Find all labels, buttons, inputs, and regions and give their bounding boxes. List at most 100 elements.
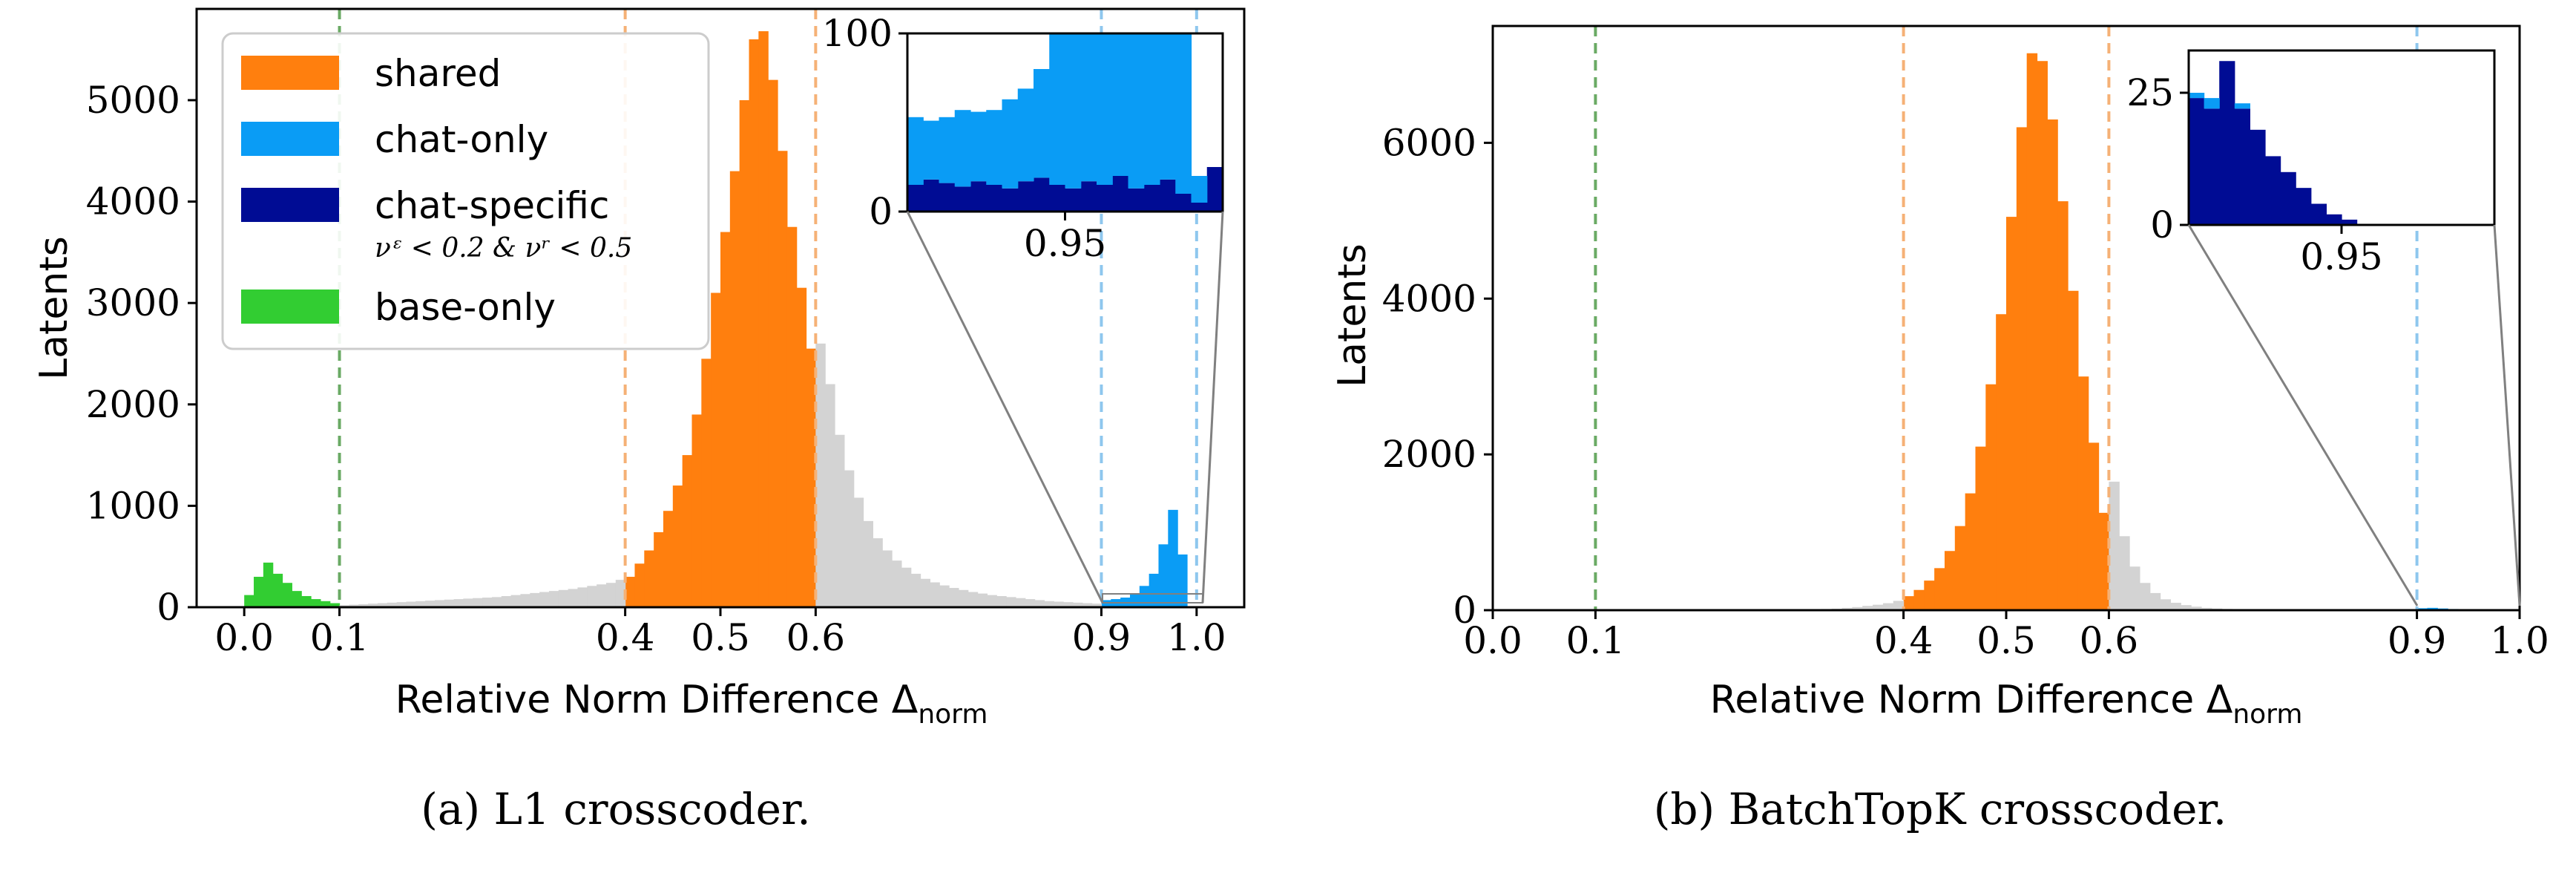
a-inset-bar-chat-specific [1160,179,1176,212]
panel-a-x-label-sub: norm [918,699,988,730]
b-x-tick-label: 0.4 [1874,619,1933,662]
b-bar-shared [1944,551,1956,610]
a-x-tick-label: 0.1 [310,616,369,659]
a-bar-other [415,601,426,607]
a-inset-bar-chat-specific [1175,194,1192,212]
panel-b-vlines [1594,26,2419,610]
b-inset-bar-chat-only [2204,98,2220,109]
a-bar-other [520,594,530,607]
a-bar-other [1044,601,1054,607]
a-inset-y-tick-label: 0 [869,190,893,233]
a-bar-chat-only [1129,594,1140,607]
a-inset-bar-chat-specific [1128,188,1145,212]
a-inset-bar-chat-only [1017,88,1034,182]
a-bar-shared [729,171,740,607]
b-bar-shared [2057,201,2069,611]
a-inset-bar-chat-only [1097,33,1113,185]
a-inset-bar-chat-specific [954,186,971,212]
a-bar-chat-only [1149,573,1160,607]
a-bar-other [568,589,579,607]
a-x-tick-label: 0.9 [1072,616,1131,659]
a-bar-chat-only [1158,544,1169,607]
a-inset-bar-chat-only [1175,33,1192,194]
a-bar-other [967,592,979,607]
a-x-tick-label: 0.6 [786,616,846,659]
a-bar-other [530,592,540,607]
a-x-tick-label: 0.4 [596,616,655,659]
a-inset-x-tick-label: 0.95 [1024,222,1106,265]
a-inset-bar-chat-only [1049,33,1066,185]
panel-b-y-ticks: 0 2000 4000 6000 [1382,121,1493,632]
panel-l1-crosscoder: 0.0 0.1 0.4 0.5 0.6 0.9 1.0 010002000300040005… [32,7,1246,834]
a-bar-other [473,598,483,607]
a-inset-bar-chat-specific [1002,188,1019,212]
a-bar-shared [634,563,645,607]
a-bar-shared [720,232,731,607]
a-bar-other [920,578,930,607]
a-inset-bar-chat-specific [970,181,987,212]
a-inset-bar-chat-only [1143,33,1160,185]
a-bar-other [425,601,436,607]
a-bar-other [368,604,378,607]
panel-b-x-label-main: Relative Norm Difference Δ [1710,678,2233,722]
a-inset-bar-chat-specific [923,179,940,212]
a-bar-shared [796,287,807,607]
panel-b-x-ticks: 0.0 0.1 0.4 0.5 0.6 0.9 1.0 [1463,610,2549,662]
b-bar-shared [2098,512,2109,610]
a-inset-bar-chat-specific [1049,185,1066,212]
panel-b-zoom-line-left [2187,224,2419,606]
panel-b-caption: (b) BatchTopK crosscoder. [1654,784,2227,834]
a-bar-shared [739,99,750,607]
b-inset-bar-chat-only [2189,92,2205,99]
a-bar-other [901,567,912,607]
a-bar-other [463,598,473,607]
panel-b-inset: 0.95 0 25 [2126,49,2496,278]
b-bar-other [2191,606,2202,610]
panel-b-y-label: Latents [1330,243,1375,387]
legend-frame [221,32,710,350]
panel-a-zoom-line-left [906,211,1104,604]
b-bar-other [2149,592,2161,610]
a-bar-other [605,583,617,607]
a-inset-bar-chat-specific [1112,176,1129,212]
b-x-tick-label: 1.0 [2490,619,2549,662]
b-y-tick-label: 6000 [1382,121,1476,164]
b-inset-bar-chat-only [2234,103,2250,109]
a-bar-other [996,595,1007,607]
a-inset-bar-chat-only [1128,33,1145,189]
legend-label-shared: shared [375,52,501,95]
panel-b-bars [1801,53,2490,611]
a-bar-other [844,470,855,607]
panel-b-x-label-sub: norm [2232,699,2302,730]
a-bar-shared [786,226,798,608]
a-inset-bar-chat-specific [1017,181,1034,212]
a-bar-shared [691,414,702,607]
panel-a-bars [244,31,1188,608]
b-bar-shared [1985,384,1997,610]
b-bar-shared [2088,442,2100,610]
a-inset-bar-chat-specific [1143,185,1160,212]
a-inset-bar-chat-specific [1097,185,1113,212]
b-bar-shared [1913,589,1925,610]
legend-label-chat-specific-condition: νᵋ < 0.2 & νʳ < 0.5 [375,233,632,264]
a-x-tick-label: 1.0 [1167,616,1226,659]
a-y-tick-label: 3000 [86,281,180,324]
a-y-tick-label: 1000 [86,484,180,527]
a-inset-bar-chat-specific [907,185,924,212]
a-bar-shared [778,151,788,607]
legend-swatch-chat-specific [241,188,339,222]
a-bar-other [482,598,493,607]
a-inset-bar-chat-only [1080,33,1097,182]
a-bar-base-only [282,583,292,607]
a-bar-other [939,585,950,607]
a-bar-other [1015,598,1026,607]
b-bar-other [1862,606,1873,610]
a-bar-base-only [311,599,321,607]
a-inset-bar-chat-specific [1191,203,1208,212]
a-inset-bar-chat-only [970,111,987,182]
a-bar-shared [672,485,683,607]
panel-a-inset-bars [907,33,1223,212]
panel-a-x-ticks: 0.0 0.1 0.4 0.5 0.6 0.9 1.0 [214,607,1226,659]
legend-label-base-only: base-only [375,286,556,329]
b-bar-shared [1965,493,1977,610]
